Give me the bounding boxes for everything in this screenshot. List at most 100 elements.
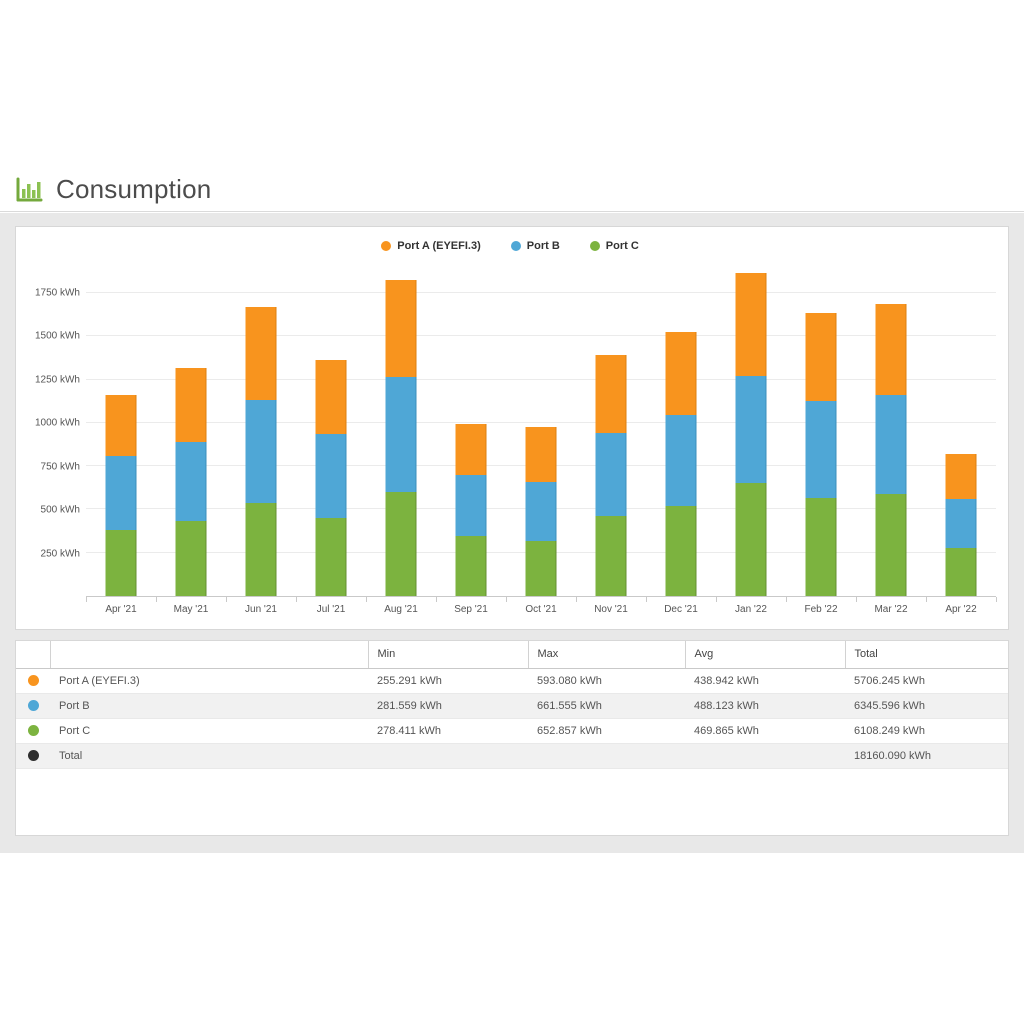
series-name: Port B — [50, 693, 368, 719]
stacked-bar — [175, 367, 207, 596]
bar-chart-icon — [16, 177, 43, 201]
x-axis-label: Feb '22 — [804, 604, 838, 615]
row-dot-cell — [16, 693, 50, 719]
stacked-bar — [805, 312, 837, 596]
bar-segment-port-c[interactable] — [665, 506, 697, 596]
bar-segment-port-a-eyefi-3-[interactable] — [385, 279, 417, 378]
bar-slot — [646, 267, 716, 596]
bar-slot — [86, 267, 156, 596]
bar-segment-port-b[interactable] — [245, 399, 277, 504]
min-value: 255.291 kWh — [368, 668, 528, 694]
bar-segment-port-a-eyefi-3-[interactable] — [875, 304, 907, 396]
stats-col-total: Total — [844, 641, 1008, 669]
legend-item-port-b[interactable]: Port B — [510, 240, 560, 252]
bar-segment-port-c[interactable] — [525, 540, 557, 596]
plot-area — [86, 267, 996, 597]
bar-segment-port-c[interactable] — [385, 492, 417, 596]
legend-color-dot — [589, 241, 600, 251]
y-tick-label: 1500 kWh — [34, 330, 80, 342]
y-tick-label: 250 kWh — [40, 548, 80, 560]
x-axis-label: Jul '21 — [316, 604, 346, 615]
bar-segment-port-c[interactable] — [105, 530, 137, 596]
bar-segment-port-a-eyefi-3-[interactable] — [175, 367, 207, 442]
bar-slots — [86, 267, 996, 596]
legend-item-port-a-eyefi-3-[interactable]: Port A (EYEFI.3) — [381, 240, 481, 252]
stats-table: Min Max Avg Total Port A (EYEFI.3) 255.291 k… — [16, 641, 1008, 769]
bar-segment-port-c[interactable] — [595, 516, 627, 596]
stacked-bar — [875, 304, 907, 596]
bar-segment-port-a-eyefi-3-[interactable] — [245, 307, 277, 400]
gridline — [86, 378, 996, 380]
x-axis-label: Oct '21 — [525, 604, 557, 615]
stacked-bar — [455, 424, 487, 596]
bar-segment-port-a-eyefi-3-[interactable] — [315, 359, 347, 434]
bar-segment-port-a-eyefi-3-[interactable] — [105, 395, 137, 456]
bar-segment-port-b[interactable] — [735, 376, 767, 483]
stats-col-dot — [16, 641, 50, 669]
bar-segment-port-c[interactable] — [245, 503, 277, 596]
bar-segment-port-b[interactable] — [175, 441, 207, 522]
stats-col-avg: Avg — [684, 641, 845, 669]
stats-col-max: Max — [527, 641, 685, 669]
x-axis-tick — [786, 597, 787, 602]
legend-label: Port B — [526, 240, 560, 252]
legend-label: Port A (EYEFI.3) — [397, 240, 481, 252]
bar-segment-port-b[interactable] — [945, 498, 977, 548]
main-content: Port A (EYEFI.3) Port B Port C 250 kWh 500 … — [0, 213, 1024, 853]
min-value — [368, 743, 528, 769]
bar-segment-port-c[interactable] — [875, 494, 907, 596]
gridline — [86, 335, 996, 337]
bar-segment-port-a-eyefi-3-[interactable] — [945, 454, 977, 499]
bar-segment-port-c[interactable] — [735, 482, 767, 596]
bar-segment-port-a-eyefi-3-[interactable] — [805, 312, 837, 401]
bar-segment-port-b[interactable] — [525, 482, 557, 541]
x-axis-tick — [436, 597, 437, 602]
bar-segment-port-b[interactable] — [805, 400, 837, 498]
legend-item-port-c[interactable]: Port C — [589, 240, 639, 252]
bar-segment-port-b[interactable] — [875, 395, 907, 495]
bar-segment-port-c[interactable] — [945, 547, 977, 596]
row-dot-cell — [16, 743, 50, 769]
stacked-bar — [735, 273, 767, 596]
bar-segment-port-a-eyefi-3-[interactable] — [525, 427, 557, 483]
y-tick-label: 750 kWh — [40, 461, 80, 473]
bar-segment-port-c[interactable] — [455, 536, 487, 596]
x-axis-label: Jun '21 — [245, 604, 277, 615]
y-tick-label: 1000 kWh — [34, 417, 80, 429]
series-color-dot — [27, 725, 39, 737]
x-axis-label: Mar '22 — [874, 604, 908, 615]
stats-col-name — [49, 641, 368, 669]
bar-segment-port-b[interactable] — [105, 455, 137, 530]
consumption-chart-card: Port A (EYEFI.3) Port B Port C 250 kWh 500 … — [15, 226, 1009, 630]
bar-segment-port-b[interactable] — [665, 415, 697, 507]
x-axis-label: Sep '21 — [454, 604, 488, 615]
avg-value — [685, 743, 845, 769]
bar-segment-port-c[interactable] — [315, 518, 347, 596]
bar-segment-port-b[interactable] — [315, 433, 347, 519]
series-name: Total — [50, 743, 368, 769]
bar-segment-port-a-eyefi-3-[interactable] — [455, 424, 487, 475]
bar-segment-port-b[interactable] — [385, 377, 417, 493]
stacked-bar — [105, 395, 137, 596]
series-color-dot — [27, 750, 39, 762]
bar-segment-port-a-eyefi-3-[interactable] — [735, 273, 767, 377]
gridline — [86, 291, 996, 293]
bar-segment-port-a-eyefi-3-[interactable] — [665, 332, 697, 416]
bar-segment-port-a-eyefi-3-[interactable] — [595, 354, 627, 434]
stats-col-min: Min — [367, 641, 528, 669]
series-name: Port A (EYEFI.3) — [50, 668, 368, 694]
x-axis-label: May '21 — [173, 604, 209, 615]
bar-segment-port-b[interactable] — [595, 433, 627, 517]
total-value: 18160.090 kWh — [845, 743, 1008, 769]
x-axis-tick — [296, 597, 297, 602]
x-axis-label: Nov '21 — [594, 604, 628, 615]
stacked-bar — [945, 454, 977, 596]
x-axis: Apr '21 May '21 Jun '21 Jul '21 Aug '21 Sep '… — [86, 597, 997, 621]
bar-segment-port-c[interactable] — [175, 521, 207, 596]
gridline — [86, 421, 996, 423]
bar-segment-port-b[interactable] — [455, 474, 487, 537]
row-dot-cell — [16, 668, 50, 694]
bar-segment-port-c[interactable] — [805, 497, 837, 596]
x-axis-label: Apr '21 — [105, 604, 137, 615]
